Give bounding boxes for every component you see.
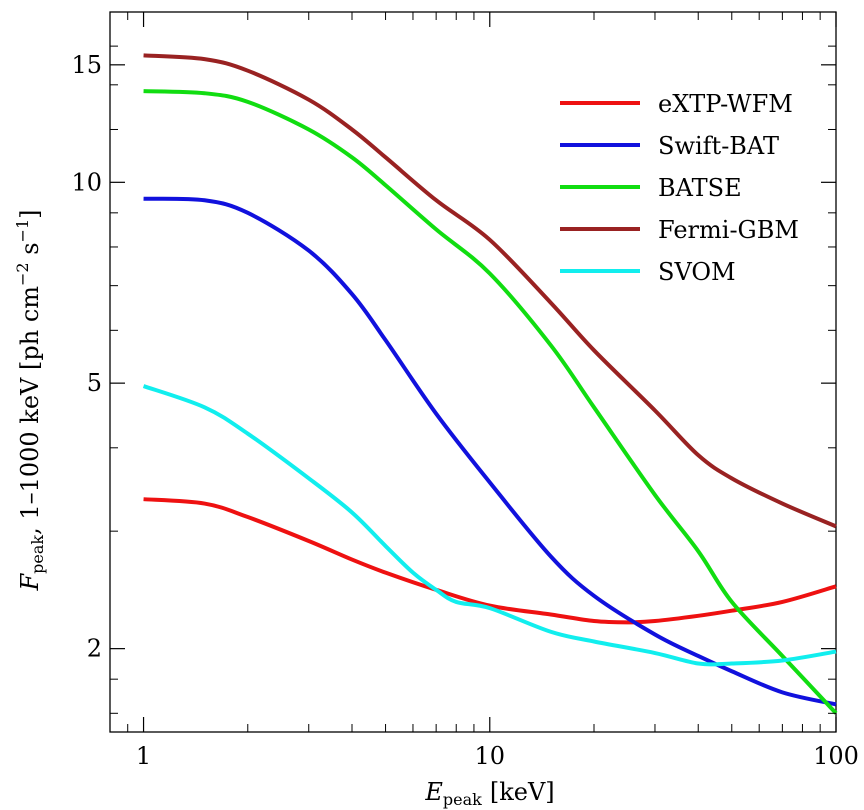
y-tick-label: 2 bbox=[87, 635, 102, 663]
x-axis-title-sub: peak bbox=[443, 790, 482, 809]
legend-label: eXTP-WFM bbox=[658, 90, 793, 118]
legend-label: Swift-BAT bbox=[658, 132, 779, 160]
y-tick-label: 10 bbox=[71, 168, 102, 196]
legend-label: BATSE bbox=[658, 174, 742, 202]
legend: eXTP-WFM Swift-BAT BATSE Fermi-GBM SVOM bbox=[560, 90, 799, 286]
y-axis-title-s: s bbox=[16, 242, 44, 262]
y-axis-title-main: F bbox=[16, 573, 44, 592]
x-tick-label: 1 bbox=[136, 742, 151, 770]
x-axis-title: Epeak [keV] bbox=[424, 778, 554, 809]
series-line-svom bbox=[142, 384, 837, 667]
y-tick-label: 15 bbox=[71, 51, 102, 79]
y-axis-title-sub: peak bbox=[28, 535, 47, 574]
y-axis-title-sup2: −1 bbox=[13, 219, 32, 243]
x-axis-title-main: E bbox=[424, 778, 443, 806]
x-tick-label: 10 bbox=[475, 742, 506, 770]
x-axis-title-unit: [keV] bbox=[490, 778, 555, 806]
y-axis-title: Fpeak, 1–1000 keV [ph cm−2 s−1] bbox=[13, 209, 47, 591]
series-line-batse bbox=[143, 89, 838, 715]
legend-label: SVOM bbox=[658, 258, 736, 286]
y-axis-title-mid: , 1–1000 keV [ph cm bbox=[16, 286, 44, 535]
series-group bbox=[142, 53, 838, 715]
y-tick-label: 5 bbox=[87, 369, 102, 397]
x-tick-label: 100 bbox=[813, 742, 859, 770]
y-axis-title-end: ] bbox=[16, 209, 44, 218]
plot-frame bbox=[109, 11, 837, 733]
legend-label: Fermi-GBM bbox=[658, 216, 799, 244]
ticks-group: 1 10 100 2 5 10 15 bbox=[71, 11, 859, 770]
series-line-fermi-gbm bbox=[143, 53, 837, 529]
y-axis-title-sup1: −2 bbox=[13, 262, 32, 286]
plot-frame-group bbox=[109, 11, 837, 733]
series-line-extp-wfm bbox=[143, 497, 837, 625]
